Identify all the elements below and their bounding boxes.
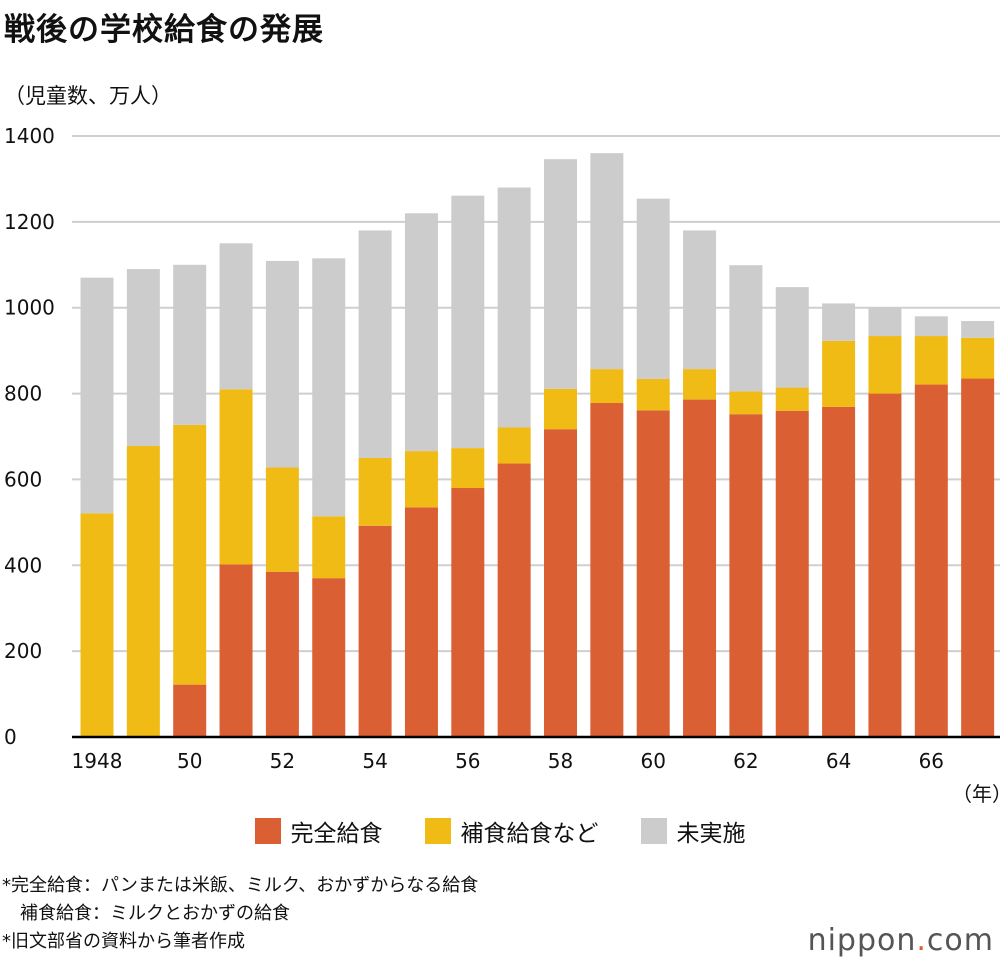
- nippon-logo: nippon.com: [808, 923, 994, 958]
- bar-segment-supplementary: [80, 513, 114, 737]
- bar-segment-supplementary: [683, 369, 717, 400]
- y-tick-label: 1000: [4, 296, 55, 320]
- bar-segment-none: [358, 230, 392, 458]
- bar-segment-full: [451, 488, 485, 737]
- bar-segment-none: [544, 159, 577, 389]
- bar-segment-none: [961, 321, 995, 338]
- footnotes: *完全給食：パンまたは米飯、ミルク、おかずからなる給食 補食給食：ミルクとおかず…: [2, 872, 478, 956]
- bar-segment-supplementary: [914, 336, 948, 385]
- y-tick-label: 0: [4, 725, 17, 749]
- x-tick-label: 62: [733, 749, 758, 773]
- footnote: 補食給食：ミルクとおかずの給食: [2, 903, 290, 924]
- bar-segment-full: [729, 414, 763, 737]
- y-tick-label: 400: [4, 553, 42, 577]
- bar-segment-full: [173, 684, 207, 737]
- bar-segment-none: [636, 198, 670, 379]
- bar-segment-none: [914, 316, 948, 337]
- bar-segment-supplementary: [497, 427, 531, 464]
- x-axis-label: （年）: [952, 782, 1000, 806]
- x-tick-label: 56: [455, 749, 480, 773]
- bar-segment-full: [961, 378, 995, 737]
- legend-label: 完全給食: [290, 821, 383, 847]
- bar-segment-none: [683, 230, 717, 370]
- bar-segment-supplementary: [219, 389, 253, 565]
- y-tick-label: 1400: [4, 124, 55, 148]
- bar-segment-supplementary: [775, 387, 809, 411]
- legend-label: 未実施: [676, 821, 746, 847]
- bar-segment-supplementary: [868, 336, 902, 394]
- bar-segment-none: [80, 277, 114, 514]
- chart-title: 戦後の学校給食の発展: [4, 12, 324, 48]
- x-tick-label: 66: [919, 749, 944, 773]
- bar-segment-full: [683, 399, 717, 737]
- bar-segment-full: [544, 429, 577, 737]
- bar-segment-supplementary: [590, 369, 624, 404]
- logo-text: com: [926, 923, 994, 958]
- bar-segment-supplementary: [173, 424, 207, 685]
- bar-segment-full: [358, 525, 392, 737]
- footnote: *完全給食：パンまたは米飯、ミルク、おかずからなる給食: [2, 875, 479, 896]
- bar-segment-supplementary: [729, 391, 763, 415]
- bar-segment-none: [404, 213, 438, 452]
- legend-swatch: [424, 818, 451, 844]
- bar-segment-none: [868, 307, 902, 337]
- x-tick-label: 1948: [72, 749, 123, 773]
- bar-segment-supplementary: [312, 516, 346, 579]
- bar-segment-none: [126, 269, 160, 446]
- bar-segment-full: [404, 507, 438, 737]
- bar-segment-full: [636, 410, 670, 737]
- bar-segment-full: [914, 384, 948, 737]
- bar-segment-supplementary: [126, 445, 160, 737]
- logo-dot: .: [916, 923, 927, 958]
- bar-segment-supplementary: [636, 378, 670, 411]
- y-tick-label: 600: [4, 467, 42, 491]
- x-tick-label: 58: [548, 749, 573, 773]
- bar-segment-supplementary: [961, 337, 995, 379]
- x-tick-label: 54: [362, 749, 387, 773]
- bar-segment-none: [265, 260, 299, 468]
- bar-segment-full: [497, 463, 531, 737]
- bar-segment-none: [451, 195, 485, 449]
- footnote: *旧文部省の資料から筆者作成: [2, 931, 245, 952]
- y-tick-label: 800: [4, 382, 42, 406]
- bar-segment-supplementary: [544, 388, 577, 430]
- plot-area: 0 200 400 600 800 1000 1200 1400 1948 50 52 54 56 58 6…: [4, 124, 1000, 773]
- legend-label: 補食給食など: [460, 821, 599, 847]
- x-tick-label: 52: [270, 749, 295, 773]
- bar-segment-supplementary: [404, 451, 438, 508]
- x-tick-label: 64: [826, 749, 851, 773]
- bar-segment-supplementary: [265, 467, 299, 572]
- bar-segment-full: [868, 393, 902, 737]
- bar-segment-none: [775, 287, 809, 388]
- logo-text: nippon: [807, 923, 917, 958]
- x-tick-label: 50: [177, 749, 202, 773]
- bar-segment-supplementary: [822, 340, 856, 407]
- legend-item-none: 未実施: [640, 814, 746, 848]
- legend-swatch: [254, 818, 281, 844]
- bar-segment-none: [497, 187, 531, 428]
- bar-segment-none: [219, 243, 253, 390]
- x-tick-label: 60: [640, 749, 665, 773]
- legend: 完全給食 補食給食など 未実施: [0, 814, 1000, 848]
- bar-segment-full: [775, 410, 809, 737]
- bar-segment-full: [822, 406, 856, 737]
- bar-segment-none: [590, 153, 624, 370]
- bar-segment-full: [312, 578, 346, 737]
- bar-segment-none: [729, 265, 763, 392]
- bar-segment-none: [173, 264, 207, 425]
- bar-segment-supplementary: [451, 448, 485, 489]
- bar-segment-full: [265, 571, 299, 737]
- legend-item-full: 完全給食: [254, 814, 383, 848]
- legend-item-supplementary: 補食給食など: [424, 814, 599, 848]
- legend-swatch: [640, 818, 667, 844]
- bar-segment-full: [590, 403, 624, 737]
- bar-segment-none: [312, 258, 346, 517]
- y-tick-label: 200: [4, 639, 42, 663]
- y-tick-label: 1200: [4, 210, 55, 234]
- bar-segment-supplementary: [358, 457, 392, 526]
- y-axis-label: （児童数、万人）: [4, 84, 172, 108]
- bar-segment-none: [822, 303, 856, 341]
- bar-segment-full: [219, 564, 253, 737]
